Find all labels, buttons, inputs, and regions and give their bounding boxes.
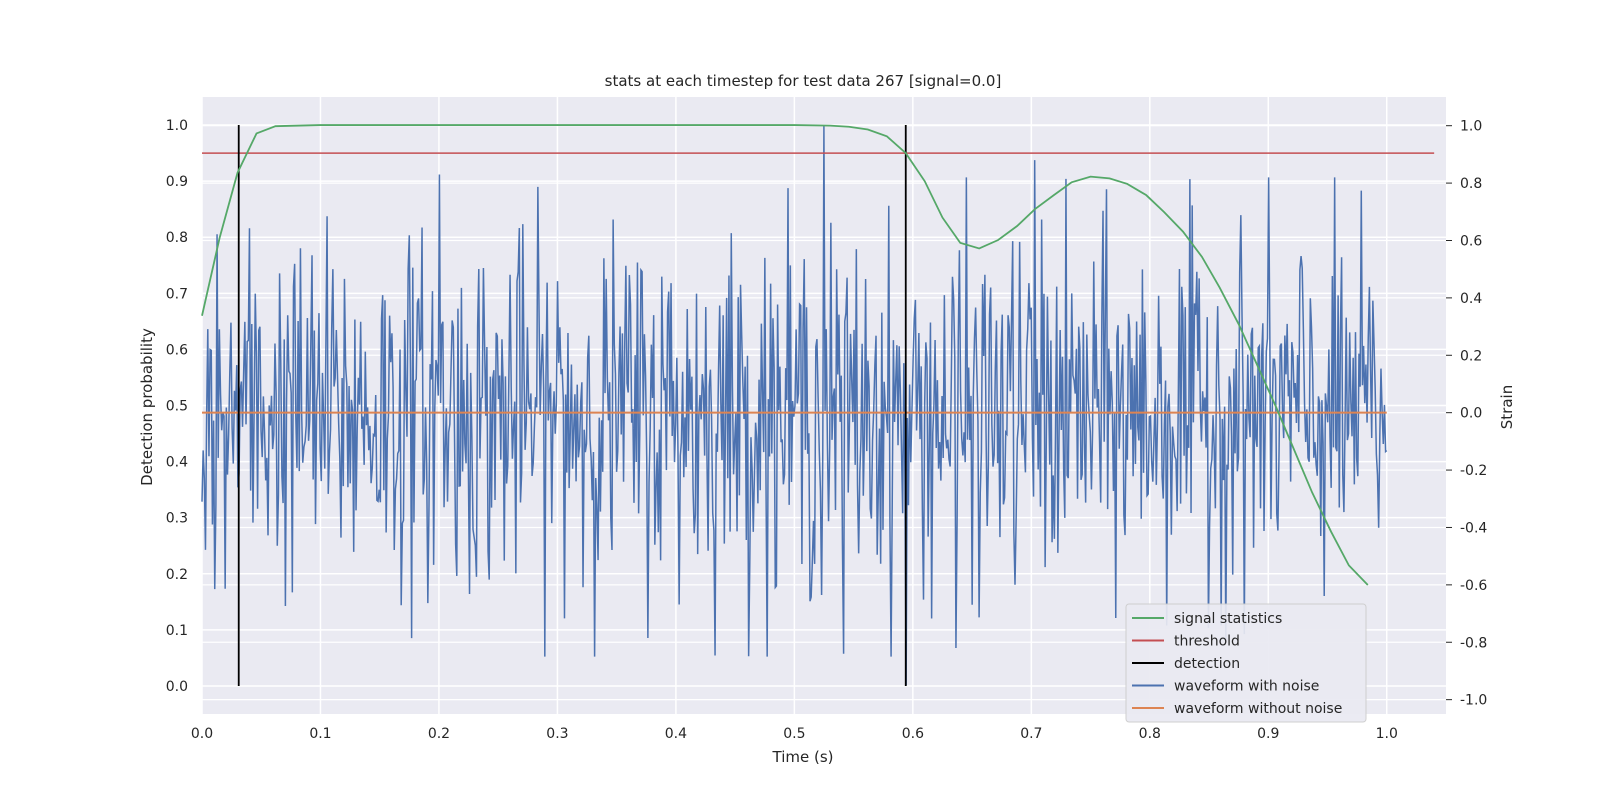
right-y-tick-label: -0.2 — [1460, 463, 1487, 479]
left-y-tick-label: 0.0 — [166, 679, 188, 695]
legend-label: threshold — [1174, 634, 1240, 650]
left-y-tick-label: 0.4 — [166, 455, 188, 471]
signal-statistics-line — [201, 124, 1369, 586]
left-y-tick-label: 0.2 — [166, 567, 188, 583]
legend: signal statistics threshold detection wavef… — [1125, 603, 1367, 723]
left-y-tick-label: 0.9 — [166, 174, 188, 190]
left-y-tick-label: 1.0 — [166, 118, 188, 134]
x-tick-label: 0.8 — [1139, 726, 1161, 742]
series-layer — [201, 124, 1435, 686]
legend-label: waveform without noise — [1174, 701, 1342, 717]
left-y-tick-label: 0.5 — [166, 399, 188, 415]
x-tick-label: 1.0 — [1376, 726, 1398, 742]
right-y-tick-label: 0.4 — [1460, 291, 1482, 307]
x-tick-label: 0.3 — [546, 726, 568, 742]
x-axis-label: Time (s) — [772, 748, 834, 766]
right-y-tick-label: -0.6 — [1460, 578, 1487, 594]
x-tick-label: 0.6 — [902, 726, 924, 742]
right-y-tick-label: -1.0 — [1460, 693, 1487, 709]
waveform-with-noise-line — [201, 125, 1388, 686]
left-y-tick-label: 0.7 — [166, 286, 188, 302]
left-y-tick-label: 0.3 — [166, 511, 188, 527]
x-tick-label: 0.1 — [309, 726, 331, 742]
right-y-tick-labels: -1.0 -0.8 -0.6 -0.4 -0.2 0.0 0.2 0.4 0.6 0.8 1.0 — [1446, 119, 1487, 709]
right-y-tick-label: 0.8 — [1460, 176, 1482, 192]
x-tick-label: 0.0 — [191, 726, 213, 742]
right-y-tick-label: 0.2 — [1460, 348, 1482, 364]
x-tick-label: 0.9 — [1257, 726, 1279, 742]
chart-title: stats at each timestep for test data 267… — [605, 72, 1002, 90]
x-tick-label: 0.2 — [428, 726, 450, 742]
left-y-tick-label: 0.1 — [166, 623, 188, 639]
right-y-tick-label: 0.0 — [1460, 406, 1482, 422]
x-tick-label: 0.7 — [1020, 726, 1042, 742]
left-y-tick-labels: 0.0 0.1 0.2 0.3 0.4 0.5 0.6 0.7 0.8 0.9 1.0 — [166, 118, 188, 695]
right-y-tick-label: -0.8 — [1460, 635, 1487, 651]
legend-box — [1125, 603, 1367, 723]
x-tick-labels: 0.0 0.1 0.2 0.3 0.4 0.5 0.6 0.7 0.8 0.9 1.0 — [191, 726, 1398, 742]
legend-label: signal statistics — [1174, 611, 1282, 627]
left-y-tick-label: 0.8 — [166, 230, 188, 246]
left-y-axis-label: Detection probability — [138, 328, 156, 486]
right-y-tick-label: -0.4 — [1460, 520, 1487, 536]
left-y-tick-label: 0.6 — [166, 342, 188, 358]
x-tick-label: 0.4 — [665, 726, 687, 742]
right-y-tick-label: 1.0 — [1460, 119, 1482, 135]
legend-label: detection — [1174, 656, 1240, 672]
right-y-axis-label: Strain — [1498, 385, 1516, 429]
x-tick-label: 0.5 — [783, 726, 805, 742]
legend-label: waveform with noise — [1174, 679, 1319, 695]
right-y-tick-label: 0.6 — [1460, 233, 1482, 249]
